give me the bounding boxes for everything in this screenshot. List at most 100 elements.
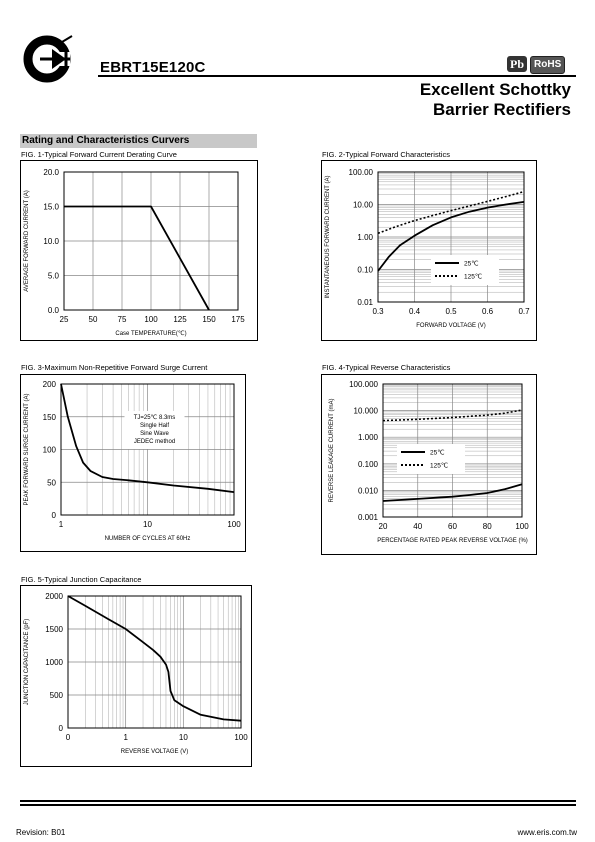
fig5-ytick-label: 1000 (45, 658, 63, 667)
fig5-xtick-label: 10 (179, 733, 188, 742)
fig5-xtick-label: 0 (66, 733, 71, 742)
fig3-xtick-label: 10 (143, 520, 152, 529)
fig3-frame (20, 374, 246, 552)
fig4-reverse-chart: 20 40 60 80 100 0.001 0.010 0.100 1.000 10.000 100… (321, 374, 537, 555)
fig1-xtick-label: 125 (173, 315, 187, 324)
fig4-series-line-2 (382, 409, 523, 422)
fig2-xtick-label: 0.5 (445, 307, 457, 316)
fig4-series-line-1 (382, 483, 523, 502)
product-title-line2: Barrier Rectifiers (433, 100, 571, 119)
fig3-ytick-label: 0 (52, 511, 57, 520)
fig5-title: FIG. 5-Typical Junction Capacitance (21, 575, 142, 584)
fig1-title: FIG. 1-Typical Forward Current Derating … (21, 150, 177, 159)
fig4-xtick-label: 20 (379, 522, 388, 531)
rohs-badge: RoHS (530, 56, 566, 74)
fig5-xtick-label: 1 (123, 733, 128, 742)
fig3-title: FIG. 3-Maximum Non-Repetitive Forward Su… (21, 363, 208, 372)
fig2-title: FIG. 2-Typical Forward Characteristics (322, 150, 450, 159)
fig1-ytick-label: 0.0 (48, 306, 60, 315)
fig2-ytick-label: 1.00 (357, 233, 373, 242)
header-divider (98, 75, 576, 77)
fig2-legend-label-2: 125℃ (464, 273, 482, 281)
fig5-frame (20, 585, 252, 767)
fig2-series-line-1 (377, 201, 525, 272)
fig2-plot-border (377, 171, 525, 303)
fig4-ylabel: REVERSE LEAKAGE CURRENT (mA) (329, 399, 335, 503)
fig1-ytick-label: 10.0 (43, 237, 59, 246)
fig1-series-line-1 (64, 205, 210, 311)
fig3-annotation-line: TJ=25℃ 8.3ms (134, 414, 176, 421)
fig2-frame (321, 160, 537, 341)
fig3-xtick-label: 1 (59, 520, 64, 529)
fig5-ytick-label: 2000 (45, 592, 63, 601)
fig4-xlabel: PERCENTAGE RATED PEAK REVERSE VOLTAGE (%… (377, 538, 528, 544)
fig3-plot-border (60, 383, 235, 516)
fig1-xtick-label: 150 (202, 315, 216, 324)
fig1-ylabel: AVERAGE FORWARD CURRENT (A) (24, 190, 30, 291)
fig3-xlabel: NUMBER OF CYCLES AT 60Hz (105, 536, 191, 542)
fig1-xtick-label: 50 (89, 315, 98, 324)
fig2-xtick-label: 0.6 (482, 307, 494, 316)
fig4-title: FIG. 4-Typical Reverse Characteristics (322, 363, 451, 372)
fig4-legend-box (397, 444, 465, 474)
fig3-ytick-label: 150 (43, 413, 57, 422)
fig2-ytick-label: 10.00 (353, 201, 374, 210)
fig4-ytick-label: 1.000 (358, 433, 379, 442)
fig4-ytick-label: 0.001 (358, 513, 379, 522)
fig2-xtick-label: 0.7 (518, 307, 530, 316)
fig5-plot-border (67, 595, 242, 729)
footer-divider-top (20, 800, 576, 802)
fig2-ytick-label: 100.00 (349, 168, 374, 177)
fig4-plot-border (382, 383, 523, 518)
fig5-xtick-label: 100 (234, 733, 248, 742)
fig1-xtick-label: 100 (144, 315, 158, 324)
fig4-ytick-label: 0.100 (358, 460, 379, 469)
fig2-legend-box (431, 255, 499, 285)
section-title: Rating and Characteristics Curvers (20, 134, 257, 148)
fig1-ytick-label: 20.0 (43, 168, 59, 177)
fig3-annotation-line: JEDEC method (134, 439, 175, 445)
fig3-ytick-label: 100 (43, 446, 57, 455)
fig3-ytick-label: 50 (47, 478, 56, 487)
fig3-ytick-label: 200 (43, 380, 57, 389)
fig4-xtick-label: 40 (413, 522, 422, 531)
fig4-ytick-label: 10.000 (354, 407, 379, 416)
fig2-xlabel: FORWARD VOLTAGE (V) (416, 323, 485, 329)
fig2-series-line-2 (377, 190, 525, 235)
website-label: www.eris.com.tw (517, 828, 577, 837)
fig2-xtick-label: 0.3 (372, 307, 384, 316)
fig5-series-line-1 (67, 595, 242, 722)
fig3-annotation-line: Single Half (140, 423, 169, 429)
fig4-ytick-label: 100.000 (349, 380, 378, 389)
company-logo (22, 30, 80, 84)
fig5-ylabel: JUNCTION CAPACITANCE (pF) (24, 619, 30, 705)
pb-free-badge: Pb (507, 56, 528, 72)
fig4-xtick-label: 60 (448, 522, 457, 531)
fig3-annotation-line: Sine Wave (140, 431, 169, 437)
fig5-xlabel: REVERSE VOLTAGE (V) (121, 749, 188, 755)
product-title-line1: Excellent Schottky (419, 80, 571, 99)
fig1-derating-chart: 25 50 75 100 125 150 175 0.0 5.0 10.0 15.0 20.0 Case… (20, 160, 258, 341)
fig2-ytick-label: 0.01 (357, 298, 373, 307)
fig5-ytick-label: 1500 (45, 625, 63, 634)
fig3-xtick-label: 100 (227, 520, 241, 529)
fig3-series-line-1 (60, 383, 235, 493)
fig1-xtick-label: 25 (60, 315, 69, 324)
fig1-xtick-label: 175 (231, 315, 245, 324)
footer-divider-bottom (20, 804, 576, 806)
fig1-xlabel: Case TEMPERATURE(℃) (115, 330, 186, 337)
fig3-surge-chart: 1 10 100 0 50 100 150 200 NUMBER OF CYCLES AT 60… (20, 374, 246, 552)
fig2-xtick-label: 0.4 (409, 307, 421, 316)
fig5-ytick-label: 0 (59, 724, 64, 733)
compliance-badges: Pb RoHS (507, 56, 566, 74)
fig2-ylabel: INSTANTANEOUS FORWARD CURRENT (A) (325, 175, 331, 298)
fig1-ytick-label: 15.0 (43, 203, 59, 212)
fig2-ytick-label: 0.10 (357, 266, 373, 275)
fig4-xtick-label: 100 (515, 522, 529, 531)
fig1-ytick-label: 5.0 (48, 272, 60, 281)
fig5-ytick-label: 500 (50, 691, 64, 700)
part-number: EBRT15E120C (100, 59, 206, 76)
revision-label: Revision: B01 (16, 828, 66, 837)
fig4-xtick-label: 80 (483, 522, 492, 531)
fig3-ylabel: PEAK FORWARD SURGE CURRENT (A) (24, 394, 30, 506)
